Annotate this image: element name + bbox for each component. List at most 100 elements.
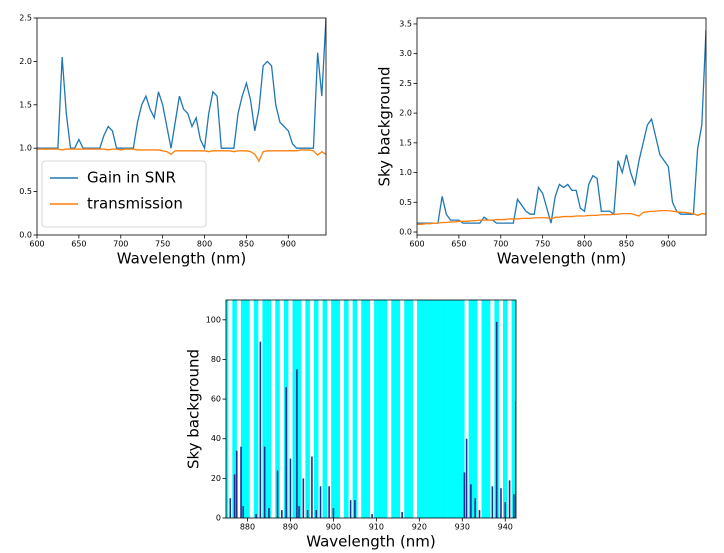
x-axis-label: Wavelength (nm) bbox=[117, 250, 247, 268]
bar bbox=[495, 321, 498, 518]
bar bbox=[296, 369, 298, 518]
bar bbox=[404, 300, 409, 518]
x-tick-label: 880 bbox=[240, 523, 255, 532]
data-line bbox=[417, 209, 706, 225]
x-tick-label: 940 bbox=[498, 523, 513, 532]
legend-box bbox=[41, 160, 207, 228]
y-axis-label: Sky background bbox=[185, 349, 203, 469]
bar bbox=[429, 300, 435, 518]
x-tick-label: 650 bbox=[451, 240, 466, 249]
bar bbox=[319, 486, 322, 518]
legend-label: Gain in SNR bbox=[87, 169, 176, 187]
bar bbox=[401, 512, 403, 518]
y-tick-label: 80 bbox=[211, 355, 221, 364]
bar bbox=[395, 300, 401, 518]
bar bbox=[344, 300, 349, 518]
x-tick-label: 900 bbox=[661, 240, 676, 249]
bar bbox=[511, 300, 516, 518]
bar bbox=[465, 438, 468, 518]
data-line bbox=[37, 18, 326, 151]
bar bbox=[253, 300, 259, 518]
y-tick-label: 40 bbox=[211, 434, 221, 443]
x-tick-label: 750 bbox=[535, 240, 550, 249]
bar bbox=[455, 300, 461, 518]
x-tick-label: 700 bbox=[493, 240, 508, 249]
x-tick-label: 650 bbox=[71, 240, 86, 249]
bar bbox=[296, 300, 302, 518]
bar bbox=[434, 300, 439, 518]
bar bbox=[266, 300, 272, 518]
y-tick-label: 1.0 bbox=[19, 144, 32, 153]
bar bbox=[515, 401, 516, 518]
bar bbox=[281, 510, 283, 518]
y-tick-label: 3.5 bbox=[399, 19, 412, 28]
bar bbox=[391, 300, 396, 518]
y-tick-label: 100 bbox=[206, 315, 221, 324]
bar bbox=[262, 300, 267, 518]
bar bbox=[255, 514, 257, 518]
bar bbox=[259, 341, 262, 518]
y-axis-label: Sky background bbox=[376, 66, 394, 186]
bar bbox=[233, 474, 236, 518]
bar bbox=[240, 300, 246, 518]
axes-frame bbox=[416, 17, 707, 236]
bar bbox=[268, 508, 270, 518]
bar bbox=[235, 450, 238, 518]
bar bbox=[508, 480, 511, 518]
y-tick-label: 0.5 bbox=[399, 198, 412, 207]
x-tick-label: 890 bbox=[283, 523, 298, 532]
y-tick-label: 60 bbox=[211, 395, 221, 404]
bar bbox=[332, 508, 335, 518]
plot-area bbox=[226, 300, 516, 518]
plot-area bbox=[417, 29, 706, 225]
bar bbox=[275, 300, 280, 518]
bar bbox=[306, 510, 309, 518]
y-tick-label: 2.0 bbox=[19, 57, 32, 66]
y-tick-label: 1.5 bbox=[399, 138, 412, 147]
bar bbox=[513, 494, 515, 518]
bar bbox=[408, 300, 413, 518]
bar bbox=[285, 387, 287, 518]
bar bbox=[245, 300, 250, 518]
x-axis-label: Wavelength (nm) bbox=[306, 533, 436, 551]
y-tick-label: 0.0 bbox=[399, 228, 412, 237]
bar bbox=[328, 486, 330, 518]
bar bbox=[503, 300, 508, 518]
bar bbox=[371, 514, 373, 518]
x-tick-label: 600 bbox=[409, 240, 424, 249]
x-tick-label: 900 bbox=[281, 240, 296, 249]
x-tick-label: 910 bbox=[369, 523, 384, 532]
y-tick-label: 2.0 bbox=[399, 109, 412, 118]
y-tick-label: 2.5 bbox=[399, 79, 412, 88]
bar bbox=[313, 300, 319, 518]
bar bbox=[500, 488, 502, 518]
y-tick-label: 0 bbox=[216, 514, 221, 523]
x-tick-label: 850 bbox=[239, 240, 254, 249]
bar bbox=[305, 300, 310, 518]
bar bbox=[421, 300, 426, 518]
x-tick-label: 750 bbox=[155, 240, 170, 249]
bar bbox=[335, 300, 340, 518]
x-tick-label: 800 bbox=[197, 240, 212, 249]
bar bbox=[485, 300, 491, 518]
y-tick-label: 1.0 bbox=[399, 168, 412, 177]
bar bbox=[322, 300, 328, 518]
bar bbox=[242, 506, 244, 518]
bar bbox=[352, 300, 358, 518]
bar bbox=[382, 300, 388, 518]
bar bbox=[354, 500, 356, 518]
x-tick-label: 700 bbox=[113, 240, 128, 249]
bar bbox=[331, 300, 336, 518]
bar bbox=[417, 300, 422, 518]
bar bbox=[229, 498, 232, 518]
y-tick-label: 1.5 bbox=[19, 100, 32, 109]
bar bbox=[463, 472, 466, 518]
bar bbox=[311, 456, 313, 518]
axes-frame bbox=[36, 17, 327, 236]
data-line bbox=[37, 148, 326, 163]
y-tick-label: 0.0 bbox=[19, 231, 32, 240]
axes-frame bbox=[225, 299, 517, 519]
bar bbox=[425, 300, 431, 518]
legend-label: transmission bbox=[87, 195, 183, 213]
